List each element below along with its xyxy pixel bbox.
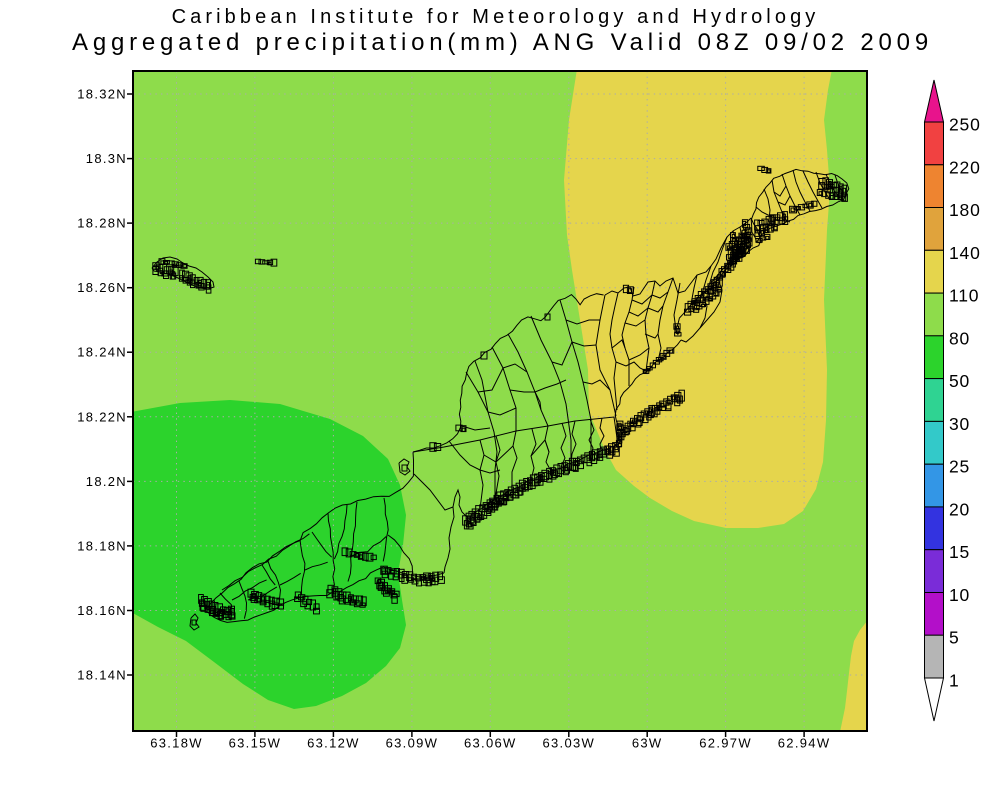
svg-text:18.32N: 18.32N	[77, 87, 127, 102]
svg-text:25: 25	[949, 457, 970, 477]
svg-text:18.18N: 18.18N	[77, 538, 127, 553]
svg-text:30: 30	[949, 414, 970, 434]
svg-text:180: 180	[949, 200, 981, 220]
svg-text:18.16N: 18.16N	[77, 603, 127, 618]
svg-text:15: 15	[949, 542, 970, 562]
svg-text:63.15W: 63.15W	[229, 736, 282, 751]
svg-text:63.09W: 63.09W	[386, 736, 439, 751]
svg-text:10: 10	[949, 585, 970, 605]
svg-text:18.3N: 18.3N	[86, 151, 127, 166]
svg-text:50: 50	[949, 371, 970, 391]
svg-text:1: 1	[949, 671, 960, 691]
svg-text:18.14N: 18.14N	[77, 668, 127, 683]
svg-text:18.22N: 18.22N	[77, 409, 127, 424]
svg-text:110: 110	[949, 286, 979, 306]
svg-text:18.28N: 18.28N	[77, 216, 127, 231]
svg-text:18.24N: 18.24N	[77, 345, 127, 360]
svg-text:18.2N: 18.2N	[86, 474, 127, 489]
svg-text:63.18W: 63.18W	[150, 736, 203, 751]
svg-text:63W: 63W	[632, 736, 663, 751]
svg-text:80: 80	[949, 328, 970, 348]
svg-text:220: 220	[949, 157, 981, 177]
svg-text:250: 250	[949, 115, 981, 135]
svg-text:Caribbean Institute for Meteor: Caribbean Institute for Meteorology and …	[172, 6, 820, 28]
svg-text:20: 20	[949, 499, 970, 519]
svg-text:62.97W: 62.97W	[699, 736, 752, 751]
svg-text:63.12W: 63.12W	[307, 736, 360, 751]
svg-text:Aggregated precipitation(mm) A: Aggregated precipitation(mm) ANG Valid 0…	[72, 29, 933, 56]
svg-text:18.26N: 18.26N	[77, 280, 127, 295]
svg-text:62.94W: 62.94W	[778, 736, 831, 751]
svg-text:63.03W: 63.03W	[542, 736, 595, 751]
svg-text:5: 5	[949, 628, 960, 648]
svg-text:63.06W: 63.06W	[464, 736, 517, 751]
svg-text:140: 140	[949, 243, 981, 263]
